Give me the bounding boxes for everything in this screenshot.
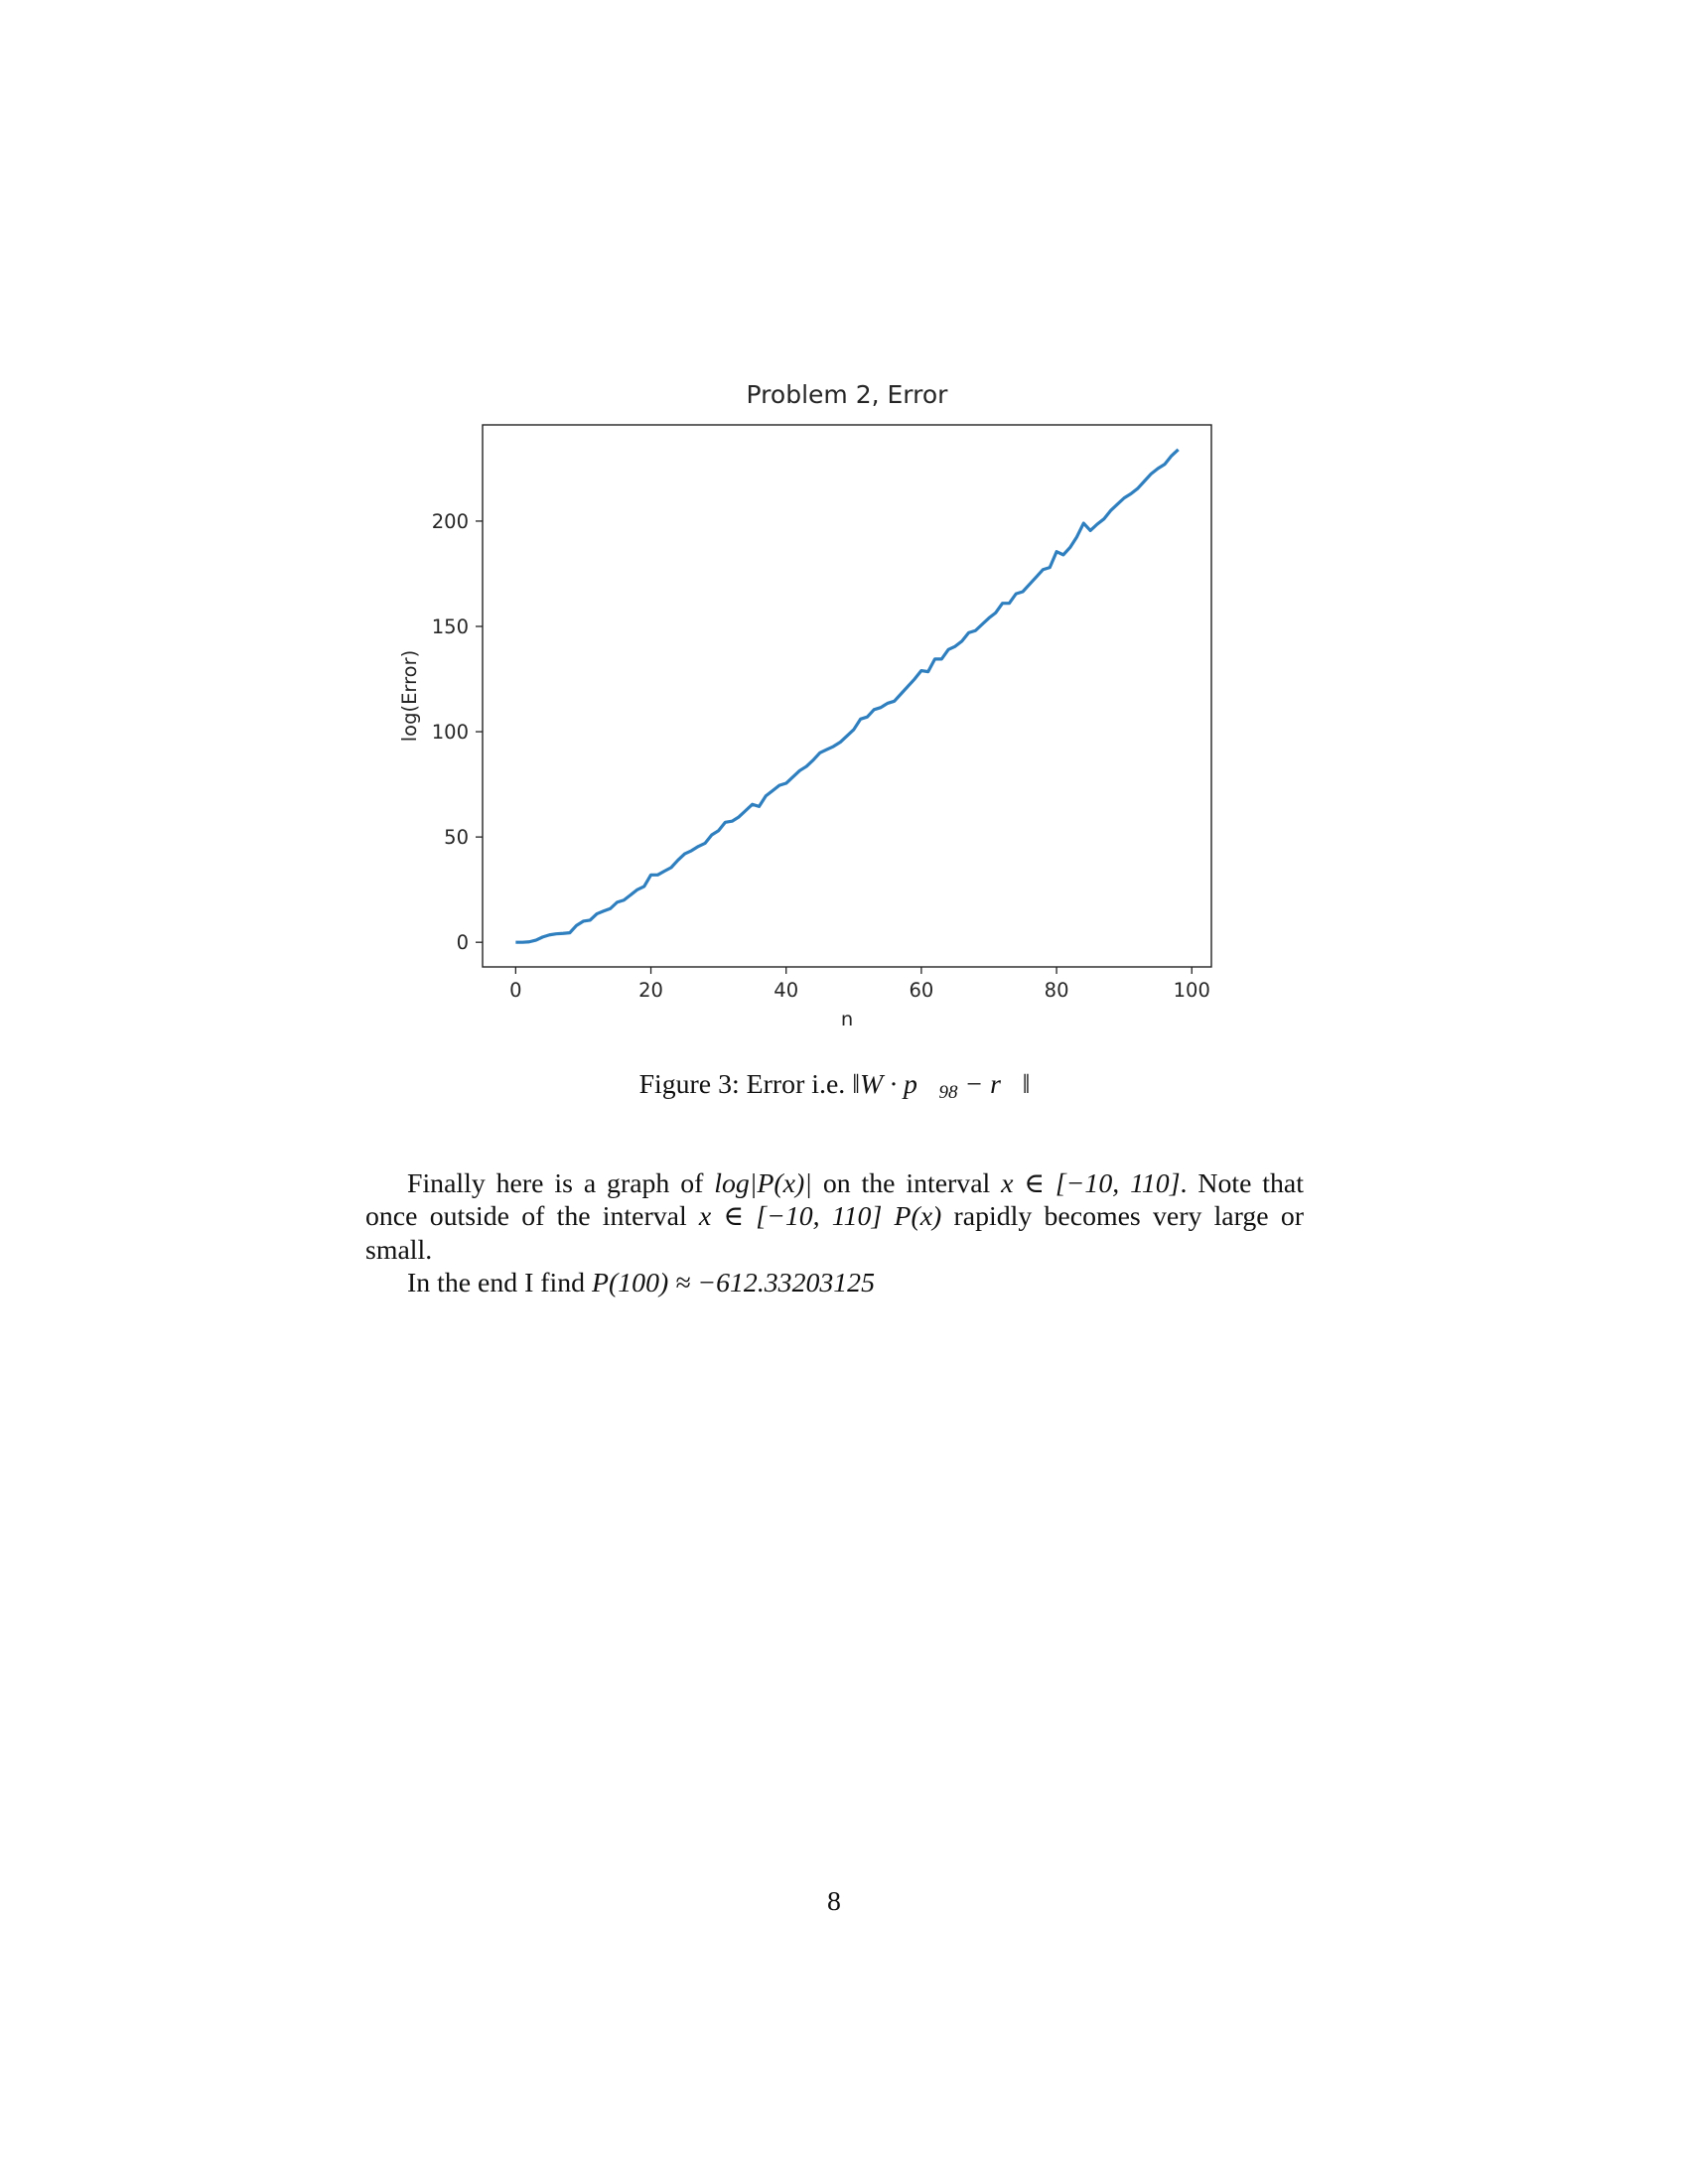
body-text: Finally here is a graph of log|P(x)| on … [365, 1167, 1304, 1299]
caption-vector: p⃗ [904, 1069, 939, 1100]
x-tick-label: 60 [909, 979, 933, 1002]
caption-label: Figure 3: [638, 1069, 740, 1100]
caption-math-after: − r⃗‖ [957, 1069, 1031, 1100]
x-tick-label: 80 [1045, 979, 1069, 1002]
y-axis-label: log(Error) [398, 650, 421, 742]
text: rapidly becomes very large or small. [365, 1201, 1305, 1266]
chart: Problem 2, Error n log(Error) 0 20 40 60 80 1… [398, 380, 1212, 1030]
text: In the end I find [407, 1267, 593, 1298]
caption-math: ‖W · p⃗98 − r⃗‖ [852, 1069, 1031, 1103]
y-tick-label: 200 [432, 510, 469, 533]
caption-math-before: ‖W · [852, 1069, 904, 1100]
text: on the interval [811, 1168, 1002, 1199]
paragraph: Finally here is a graph of log|P(x)| on … [365, 1167, 1304, 1267]
plot-frame [482, 424, 1212, 968]
figure-caption: Figure 3: Error i.e. ‖W · p⃗98 − r⃗‖ [365, 1068, 1304, 1103]
math: x ∈ [−10, 110] P(x) [698, 1201, 942, 1233]
x-tick-label: 0 [509, 979, 521, 1002]
caption-text: Error i.e. [746, 1069, 846, 1100]
data-line [515, 448, 1180, 944]
y-tick-label: 150 [432, 615, 469, 638]
y-tick-label: 100 [432, 721, 469, 744]
math: log|P(x)| [714, 1168, 812, 1199]
chart-title: Problem 2, Error [747, 380, 949, 409]
x-tick-label: 100 [1174, 979, 1210, 1002]
math: P(100) ≈ −612.33203125 [592, 1267, 875, 1298]
y-tick-label: 0 [457, 931, 469, 954]
caption-subscript: 98 [938, 1082, 958, 1103]
x-tick-label: 20 [638, 979, 663, 1002]
x-tick-label: 40 [774, 979, 798, 1002]
paragraph: In the end I find P(100) ≈ −612.33203125 [365, 1267, 1304, 1299]
y-tick-label: 50 [444, 826, 469, 849]
page-number: 8 [827, 1886, 841, 1917]
text: Finally here is a graph of [407, 1168, 715, 1199]
math: x ∈ [−10, 110] [1001, 1168, 1181, 1199]
text: . Note that once outside of the interval [365, 1168, 1304, 1233]
x-axis-label: n [841, 1008, 853, 1030]
